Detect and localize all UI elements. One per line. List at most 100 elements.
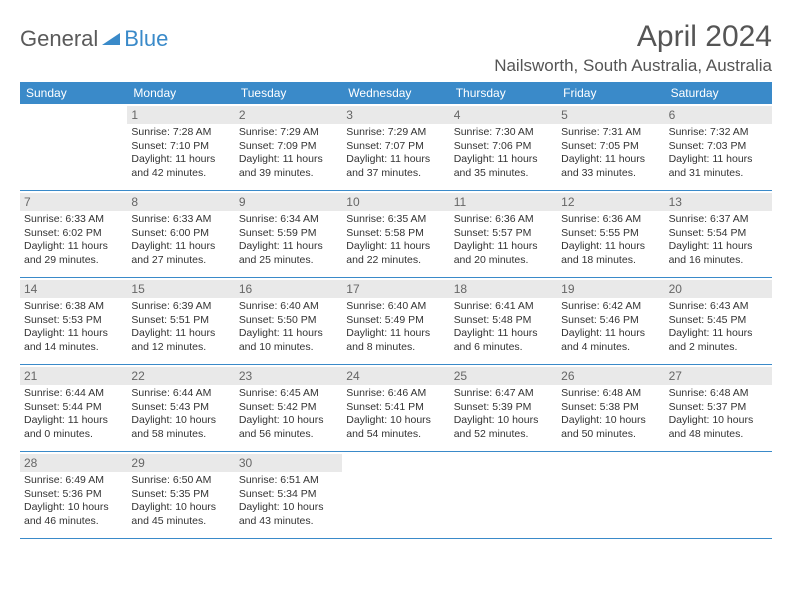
- day-cell: 7Sunrise: 6:33 AMSunset: 6:02 PMDaylight…: [20, 191, 127, 277]
- week-row: 14 Sunrise: 6:38 AMSunset: 5:53 PM Dayligh…: [20, 278, 772, 365]
- sunrise-text: Sunrise: 6:43 AM: [669, 300, 768, 314]
- day-header-row: Sunday Monday Tuesday Wednesday Thursday…: [20, 82, 772, 104]
- sunrise-text: Sunrise: 6:44 AM: [131, 387, 230, 401]
- calendar: Sunday Monday Tuesday Wednesday Thursday…: [20, 82, 772, 539]
- day-number: 23: [235, 367, 342, 385]
- daylight-text: Daylight: 10 hours: [454, 414, 553, 428]
- day-number: 13: [665, 193, 772, 211]
- month-title: April 2024: [494, 20, 772, 54]
- daylight-text: and 42 minutes.: [131, 167, 230, 181]
- daylight-text: Daylight: 11 hours: [561, 327, 660, 341]
- daylight-text: Daylight: 10 hours: [669, 414, 768, 428]
- dayheader-thu: Thursday: [450, 82, 557, 104]
- daylight-text: and 18 minutes.: [561, 254, 660, 268]
- day-number: 4: [450, 106, 557, 124]
- sunset-text: Sunset: 5:59 PM: [239, 227, 338, 241]
- daylight-text: and 31 minutes.: [669, 167, 768, 181]
- sunrise-text: Sunrise: 6:34 AM: [239, 213, 338, 227]
- sunset-text: Sunset: 7:10 PM: [131, 140, 230, 154]
- day-cell: 3Sunrise: 7:29 AMSunset: 7:07 PMDaylight…: [342, 104, 449, 190]
- daylight-text: and 4 minutes.: [561, 341, 660, 355]
- daylight-text: and 54 minutes.: [346, 428, 445, 442]
- day-cell: [342, 452, 449, 538]
- sunset-text: Sunset: 5:44 PM: [24, 401, 123, 415]
- daylight-text: and 8 minutes.: [346, 341, 445, 355]
- day-cell: 11Sunrise: 6:36 AMSunset: 5:57 PMDayligh…: [450, 191, 557, 277]
- daylight-text: Daylight: 10 hours: [239, 414, 338, 428]
- day-cell: 22Sunrise: 6:44 AMSunset: 5:43 PMDayligh…: [127, 365, 234, 451]
- day-number: 5: [557, 106, 664, 124]
- day-cell: 20Sunrise: 6:43 AMSunset: 5:45 PMDayligh…: [665, 278, 772, 364]
- sunrise-text: Sunrise: 6:33 AM: [24, 213, 123, 227]
- dayheader-tue: Tuesday: [235, 82, 342, 104]
- daylight-text: and 25 minutes.: [239, 254, 338, 268]
- sunset-text: Sunset: 5:57 PM: [454, 227, 553, 241]
- sunset-text: Sunset: 5:46 PM: [561, 314, 660, 328]
- sunrise-text: Sunrise: 6:42 AM: [561, 300, 660, 314]
- logo: General Blue: [20, 26, 168, 52]
- sunset-text: Sunset: 5:36 PM: [24, 488, 123, 502]
- dayheader-wed: Wednesday: [342, 82, 449, 104]
- sunset-text: Sunset: 6:00 PM: [131, 227, 230, 241]
- day-number: 2: [235, 106, 342, 124]
- day-cell: [450, 452, 557, 538]
- day-number: 3: [342, 106, 449, 124]
- daylight-text: Daylight: 10 hours: [561, 414, 660, 428]
- day-number: 10: [342, 193, 449, 211]
- sunrise-text: Sunrise: 7:29 AM: [239, 126, 338, 140]
- daylight-text: and 48 minutes.: [669, 428, 768, 442]
- sunset-text: Sunset: 5:41 PM: [346, 401, 445, 415]
- daylight-text: and 14 minutes.: [24, 341, 123, 355]
- sunset-text: Sunset: 5:49 PM: [346, 314, 445, 328]
- sunset-text: Sunset: 7:05 PM: [561, 140, 660, 154]
- sunset-text: Sunset: 5:38 PM: [561, 401, 660, 415]
- daylight-text: and 39 minutes.: [239, 167, 338, 181]
- day-number: 6: [665, 106, 772, 124]
- week-row: 28Sunrise: 6:49 AMSunset: 5:36 PMDayligh…: [20, 452, 772, 539]
- day-number: 7: [20, 193, 127, 211]
- daylight-text: and 27 minutes.: [131, 254, 230, 268]
- sunset-text: Sunset: 5:35 PM: [131, 488, 230, 502]
- sunrise-text: Sunrise: 7:29 AM: [346, 126, 445, 140]
- sunset-text: Sunset: 5:37 PM: [669, 401, 768, 415]
- sunrise-text: Sunrise: 6:39 AM: [131, 300, 230, 314]
- logo-triangle-icon: [102, 29, 120, 50]
- sunset-text: Sunset: 5:53 PM: [24, 314, 123, 328]
- sunrise-text: Sunrise: 6:46 AM: [346, 387, 445, 401]
- week-row: 1Sunrise: 7:28 AMSunset: 7:10 PMDaylight…: [20, 104, 772, 191]
- logo-word1: General: [20, 26, 98, 52]
- dayheader-fri: Friday: [557, 82, 664, 104]
- day-number: 28: [20, 454, 127, 472]
- day-cell: 16Sunrise: 6:40 AMSunset: 5:50 PMDayligh…: [235, 278, 342, 364]
- daylight-text: and 46 minutes.: [24, 515, 123, 529]
- day-number: 12: [557, 193, 664, 211]
- day-cell: 2Sunrise: 7:29 AMSunset: 7:09 PMDaylight…: [235, 104, 342, 190]
- daylight-text: Daylight: 11 hours: [239, 153, 338, 167]
- daylight-text: Daylight: 11 hours: [239, 240, 338, 254]
- daylight-text: Daylight: 11 hours: [24, 414, 123, 428]
- day-cell: 10Sunrise: 6:35 AMSunset: 5:58 PMDayligh…: [342, 191, 449, 277]
- sunrise-text: Sunrise: 7:31 AM: [561, 126, 660, 140]
- sunset-text: Sunset: 5:45 PM: [669, 314, 768, 328]
- daylight-text: Daylight: 10 hours: [131, 414, 230, 428]
- daylight-text: and 6 minutes.: [454, 341, 553, 355]
- sunrise-text: Sunrise: 6:47 AM: [454, 387, 553, 401]
- dayheader-mon: Monday: [127, 82, 234, 104]
- sunrise-text: Sunrise: 7:30 AM: [454, 126, 553, 140]
- day-number: 14: [20, 280, 127, 298]
- daylight-text: and 58 minutes.: [131, 428, 230, 442]
- daylight-text: Daylight: 11 hours: [454, 240, 553, 254]
- daylight-text: and 0 minutes.: [24, 428, 123, 442]
- daylight-text: Daylight: 11 hours: [239, 327, 338, 341]
- day-cell: 24Sunrise: 6:46 AMSunset: 5:41 PMDayligh…: [342, 365, 449, 451]
- sunrise-text: Sunrise: 6:49 AM: [24, 474, 123, 488]
- daylight-text: Daylight: 11 hours: [669, 240, 768, 254]
- sunrise-text: Sunrise: 6:41 AM: [454, 300, 553, 314]
- daylight-text: and 20 minutes.: [454, 254, 553, 268]
- day-cell: [557, 452, 664, 538]
- day-number: 21: [20, 367, 127, 385]
- daylight-text: Daylight: 11 hours: [669, 153, 768, 167]
- sunrise-text: Sunrise: 6:38 AM: [24, 300, 123, 314]
- day-cell: 26Sunrise: 6:48 AMSunset: 5:38 PMDayligh…: [557, 365, 664, 451]
- day-number: 8: [127, 193, 234, 211]
